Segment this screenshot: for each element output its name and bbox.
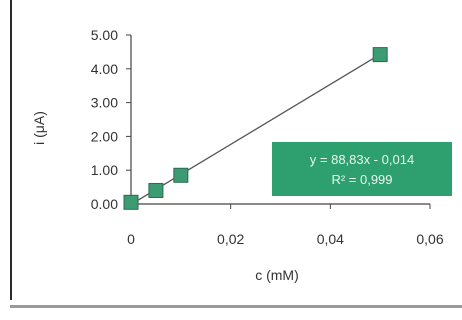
linear-trendline bbox=[130, 53, 381, 206]
x-tick-label: 0,02 bbox=[217, 231, 244, 247]
trendline-equation: y = 88,83x - 0,014 bbox=[310, 152, 414, 167]
x-tick-label: 0,06 bbox=[416, 231, 443, 247]
x-tick-label: 0 bbox=[127, 231, 135, 247]
y-tick-label: 3.00 bbox=[91, 95, 118, 111]
frame-bottom-border bbox=[10, 305, 462, 308]
frame-left-border bbox=[10, 0, 12, 300]
data-points bbox=[123, 47, 388, 210]
y-tick-label: 0.00 bbox=[91, 196, 118, 212]
data-point bbox=[123, 194, 139, 210]
data-point bbox=[372, 47, 388, 63]
data-point bbox=[148, 182, 164, 198]
y-axis-title: i (μA) bbox=[31, 111, 47, 145]
x-axis-title: c (mM) bbox=[255, 267, 299, 283]
equation-box bbox=[272, 142, 452, 196]
y-tick-label: 1.00 bbox=[91, 162, 118, 178]
y-tick-label: 2.00 bbox=[91, 128, 118, 144]
x-tick-label: 0,04 bbox=[317, 231, 344, 247]
r-squared-value: R² = 0,999 bbox=[331, 172, 392, 187]
x-axis-ticks: 0 0,02 0,04 0,06 bbox=[127, 204, 444, 247]
y-tick-label: 5.00 bbox=[91, 27, 118, 43]
data-point bbox=[173, 167, 189, 183]
y-axis-ticks: 0.00 1.00 2.00 3.00 4.00 5.00 bbox=[91, 27, 131, 212]
y-tick-label: 4.00 bbox=[91, 61, 118, 77]
